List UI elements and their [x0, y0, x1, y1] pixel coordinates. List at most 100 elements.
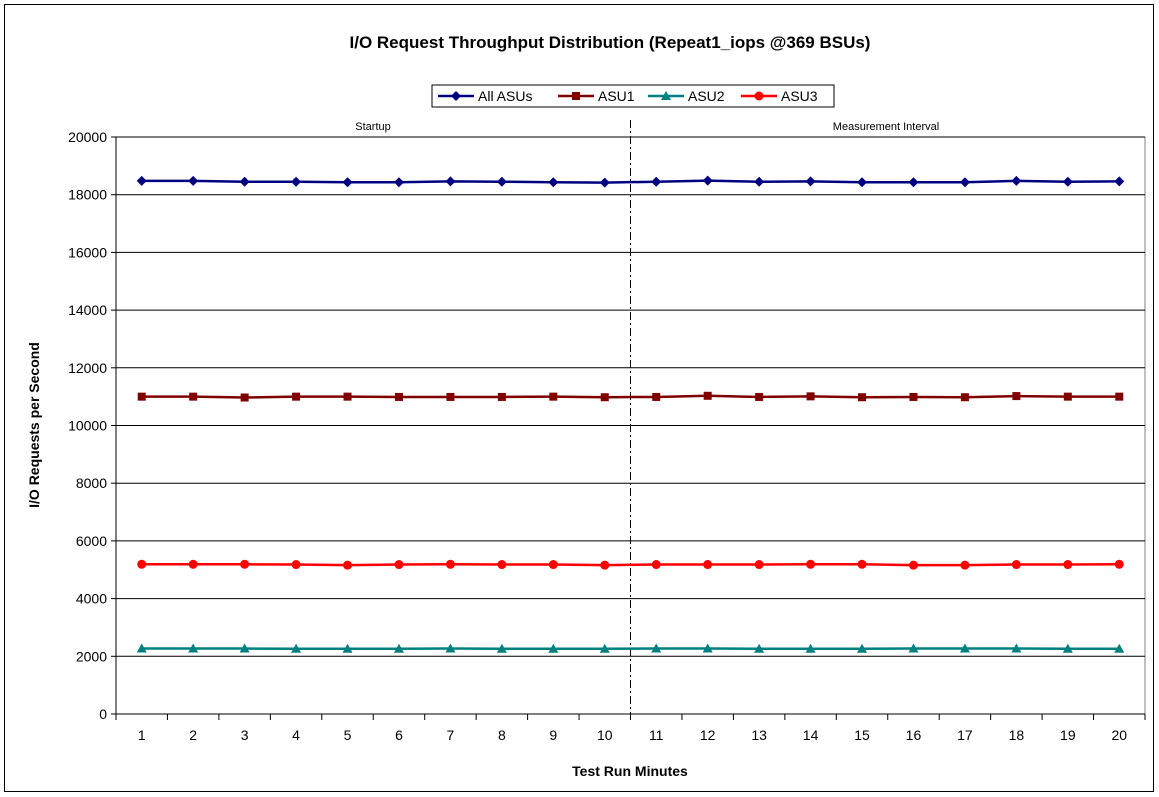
- x-tick-label: 11: [649, 727, 664, 743]
- data-point: [1062, 643, 1073, 653]
- legend-box: [431, 84, 835, 108]
- data-point: [858, 393, 867, 402]
- data-point: [651, 176, 662, 187]
- x-tick-label: 2: [189, 727, 197, 743]
- region-label-measurement: Measurement Interval: [833, 121, 939, 133]
- x-tick-label: 10: [597, 727, 613, 743]
- data-point: [599, 643, 610, 653]
- data-point: [549, 392, 558, 401]
- legend: All ASUs ASU1 ASU2 ASU3: [431, 84, 835, 108]
- data-point: [599, 177, 610, 188]
- data-point: [754, 91, 764, 101]
- data-point: [960, 560, 970, 570]
- data-point: [1062, 176, 1073, 187]
- data-point: [805, 176, 816, 187]
- data-point: [137, 559, 147, 569]
- x-tick-label: 14: [803, 727, 819, 743]
- data-point: [137, 392, 146, 401]
- data-point: [652, 392, 661, 401]
- x-tick-label: 6: [395, 727, 403, 743]
- data-point: [291, 176, 302, 187]
- data-point: [445, 559, 455, 569]
- data-point: [497, 392, 506, 401]
- data-point: [291, 643, 302, 653]
- data-point: [393, 177, 404, 188]
- data-point: [548, 643, 559, 653]
- y-tick-label: 18000: [68, 187, 107, 203]
- legend-label: ASU2: [688, 88, 725, 104]
- legend-item: ASU3: [741, 88, 818, 104]
- data-point: [754, 643, 765, 653]
- data-point: [754, 560, 764, 570]
- data-point: [651, 560, 661, 570]
- data-point: [1114, 559, 1124, 569]
- data-point: [1011, 560, 1021, 570]
- data-point: [959, 177, 970, 188]
- data-point: [600, 393, 609, 402]
- legend-item: ASU2: [648, 88, 725, 104]
- data-point: [393, 643, 404, 653]
- data-point: [188, 643, 199, 653]
- data-point: [600, 560, 610, 570]
- data-point: [445, 176, 456, 187]
- data-point: [291, 560, 301, 570]
- data-point: [342, 177, 353, 188]
- data-point: [1011, 643, 1022, 653]
- data-point: [343, 392, 352, 401]
- y-tick-label: 12000: [68, 360, 107, 376]
- series-line: [141, 394, 1120, 399]
- data-point: [1114, 643, 1125, 653]
- data-point: [451, 91, 461, 101]
- y-tick-label: 4000: [76, 591, 107, 607]
- data-point: [703, 560, 713, 570]
- series-asu1: [137, 391, 1124, 402]
- data-point: [702, 643, 713, 653]
- data-point: [703, 391, 712, 400]
- data-point: [239, 643, 250, 653]
- data-point: [240, 393, 249, 402]
- x-axis-title: Test Run Minutes: [572, 763, 688, 779]
- x-tick-label: 1: [138, 727, 146, 743]
- data-point: [394, 560, 404, 570]
- y-axis-title: I/O Requests per Second: [26, 342, 42, 508]
- data-point: [702, 175, 713, 186]
- data-point: [651, 643, 662, 653]
- data-point: [497, 560, 507, 570]
- data-point: [136, 643, 147, 653]
- y-tick-label: 10000: [68, 418, 107, 434]
- x-tick-label: 20: [1111, 727, 1127, 743]
- y-tick-label: 0: [99, 706, 107, 722]
- data-point: [394, 392, 403, 401]
- series-asu3: [137, 559, 1124, 570]
- data-point: [755, 392, 764, 401]
- data-point: [136, 175, 147, 186]
- y-tick-label: 8000: [76, 475, 107, 491]
- data-point: [857, 559, 867, 569]
- x-tick-label: 16: [906, 727, 922, 743]
- x-tick-label: 4: [292, 727, 300, 743]
- data-point: [239, 176, 250, 187]
- legend-item: ASU1: [558, 88, 635, 104]
- data-point: [240, 559, 250, 569]
- x-tick-label: 12: [700, 727, 716, 743]
- legend-label: ASU3: [781, 88, 818, 104]
- data-point: [496, 643, 507, 653]
- chart-title: I/O Request Throughput Distribution (Rep…: [350, 33, 871, 52]
- y-tick-label: 2000: [76, 648, 107, 664]
- data-point: [1063, 560, 1073, 570]
- data-point: [446, 392, 455, 401]
- data-point: [548, 177, 559, 188]
- data-point: [661, 91, 671, 100]
- series-all-asus: [136, 175, 1125, 188]
- data-point: [342, 643, 353, 653]
- data-point: [908, 177, 919, 188]
- y-tick-label: 16000: [68, 244, 107, 260]
- legend-item: All ASUs: [438, 88, 532, 104]
- data-point: [805, 643, 816, 653]
- x-tick-label: 8: [498, 727, 506, 743]
- data-point: [292, 392, 301, 401]
- data-point: [908, 643, 919, 653]
- data-point: [1115, 392, 1124, 401]
- region-label-startup: Startup: [355, 121, 390, 133]
- data-point: [572, 92, 580, 100]
